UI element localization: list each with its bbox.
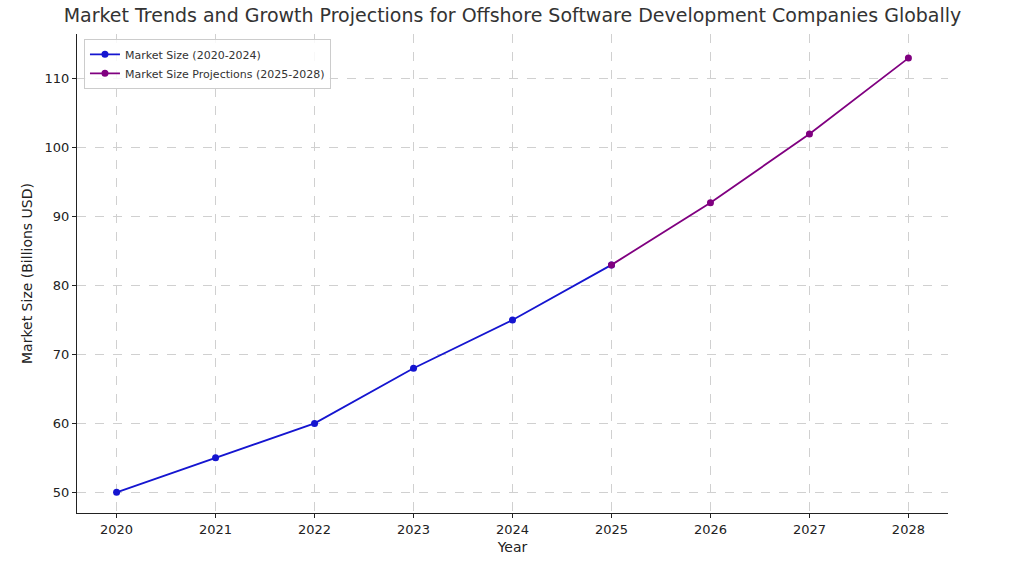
svg-text:2022: 2022 xyxy=(298,522,331,537)
svg-text:100: 100 xyxy=(45,140,70,155)
svg-text:2026: 2026 xyxy=(694,522,727,537)
svg-text:Market Size Projections (2025-: Market Size Projections (2025-2028) xyxy=(125,68,325,81)
svg-text:2024: 2024 xyxy=(496,522,529,537)
svg-text:70: 70 xyxy=(53,347,70,362)
svg-text:2023: 2023 xyxy=(397,522,430,537)
svg-text:2025: 2025 xyxy=(595,522,628,537)
svg-text:Year: Year xyxy=(497,539,528,555)
svg-text:Market Trends and Growth Proje: Market Trends and Growth Projections for… xyxy=(64,4,962,26)
svg-text:2027: 2027 xyxy=(793,522,826,537)
svg-text:2028: 2028 xyxy=(892,522,925,537)
svg-text:90: 90 xyxy=(53,209,70,224)
svg-text:2021: 2021 xyxy=(199,522,232,537)
svg-text:110: 110 xyxy=(45,71,70,86)
svg-text:50: 50 xyxy=(53,485,70,500)
svg-text:60: 60 xyxy=(53,416,70,431)
svg-text:2020: 2020 xyxy=(100,522,133,537)
svg-text:80: 80 xyxy=(53,278,70,293)
svg-text:Market Size (Billions USD): Market Size (Billions USD) xyxy=(19,183,35,364)
svg-text:Market Size (2020-2024): Market Size (2020-2024) xyxy=(125,49,261,62)
